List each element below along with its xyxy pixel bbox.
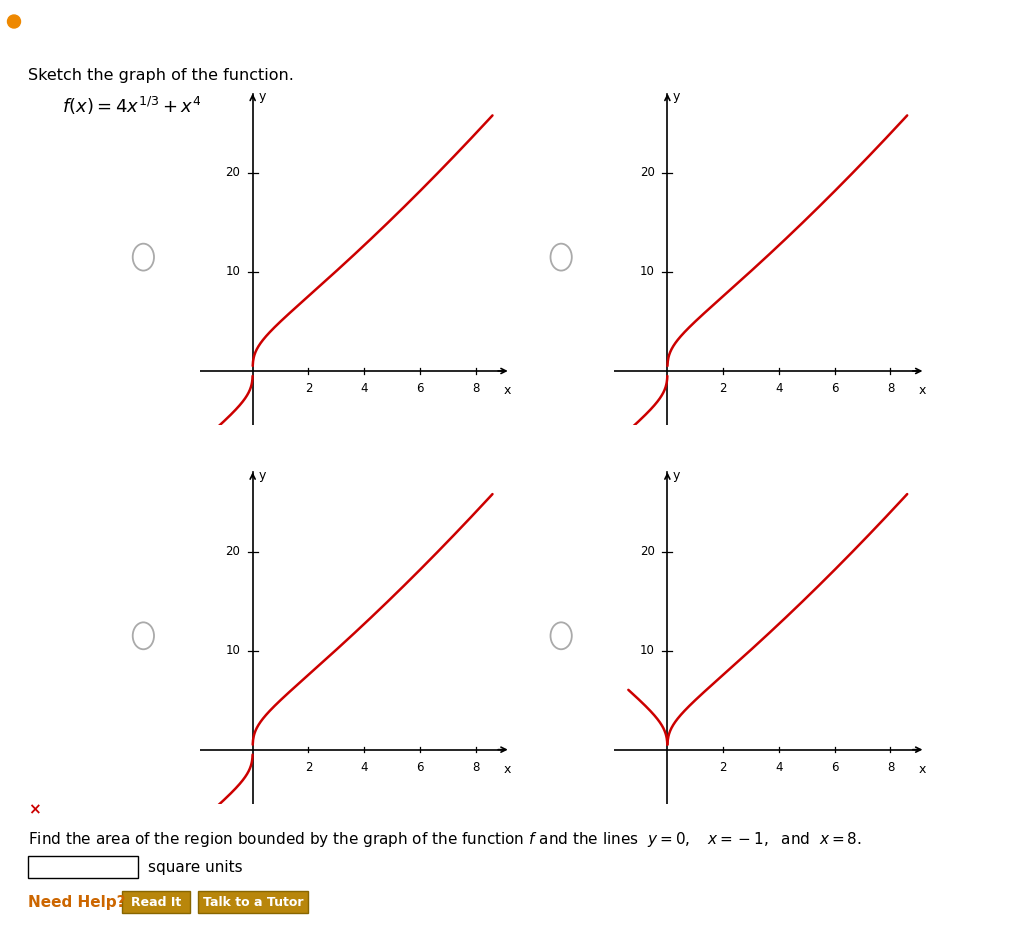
Text: y: y [673, 469, 680, 482]
Text: Talk to a Tutor: Talk to a Tutor [203, 896, 303, 909]
Text: 20: 20 [225, 166, 240, 180]
Text: TanApCalcBr10 6.6.032.: TanApCalcBr10 6.6.032. [355, 15, 514, 28]
Text: 2: 2 [720, 760, 727, 773]
Text: 6: 6 [416, 381, 424, 395]
Text: $f(x) = 4x^{1/3} + x^{4/3}$: $f(x) = 4x^{1/3} + x^{4/3}$ [62, 94, 214, 117]
Text: Sketch the graph of the function.: Sketch the graph of the function. [28, 68, 294, 83]
Text: 10: 10 [225, 644, 240, 657]
Text: 8: 8 [472, 760, 479, 773]
Text: y: y [673, 91, 680, 103]
Text: 2: 2 [720, 381, 727, 395]
Text: ×: × [28, 802, 41, 817]
Text: y: y [258, 91, 265, 103]
Text: Previous Answers: Previous Answers [158, 15, 274, 28]
Text: 6: 6 [416, 760, 424, 773]
Text: 2: 2 [305, 760, 312, 773]
Text: 10: 10 [640, 266, 654, 279]
FancyBboxPatch shape [198, 891, 308, 913]
Text: 4: 4 [775, 381, 782, 395]
Text: 0/1 points: 0/1 points [48, 15, 115, 28]
Text: Find the area of the region bounded by the graph of the function $f$ and the lin: Find the area of the region bounded by t… [28, 830, 862, 849]
Text: 8: 8 [887, 760, 894, 773]
Text: 10: 10 [225, 266, 240, 279]
Text: x: x [504, 763, 512, 775]
Text: 4: 4 [360, 760, 368, 773]
Text: 10: 10 [640, 644, 654, 657]
Text: square units: square units [148, 859, 243, 874]
Text: y: y [258, 469, 265, 482]
Text: x: x [504, 384, 512, 396]
Text: 4: 4 [360, 381, 368, 395]
Text: 8: 8 [887, 381, 894, 395]
Text: 20: 20 [640, 545, 654, 558]
Text: 8: 8 [472, 381, 479, 395]
Text: x: x [919, 384, 927, 396]
Text: 20: 20 [640, 166, 654, 180]
FancyBboxPatch shape [122, 891, 190, 913]
Text: 2: 2 [305, 381, 312, 395]
Text: 18.: 18. [28, 15, 48, 28]
Text: x: x [919, 763, 927, 775]
FancyBboxPatch shape [28, 856, 138, 878]
Text: |: | [145, 14, 150, 29]
Text: Read It: Read It [131, 896, 181, 909]
Text: Need Help?: Need Help? [28, 895, 126, 910]
Circle shape [7, 15, 20, 28]
Text: 4: 4 [775, 760, 782, 773]
Text: 6: 6 [830, 760, 839, 773]
Text: 6: 6 [830, 381, 839, 395]
Text: 20: 20 [225, 545, 240, 558]
